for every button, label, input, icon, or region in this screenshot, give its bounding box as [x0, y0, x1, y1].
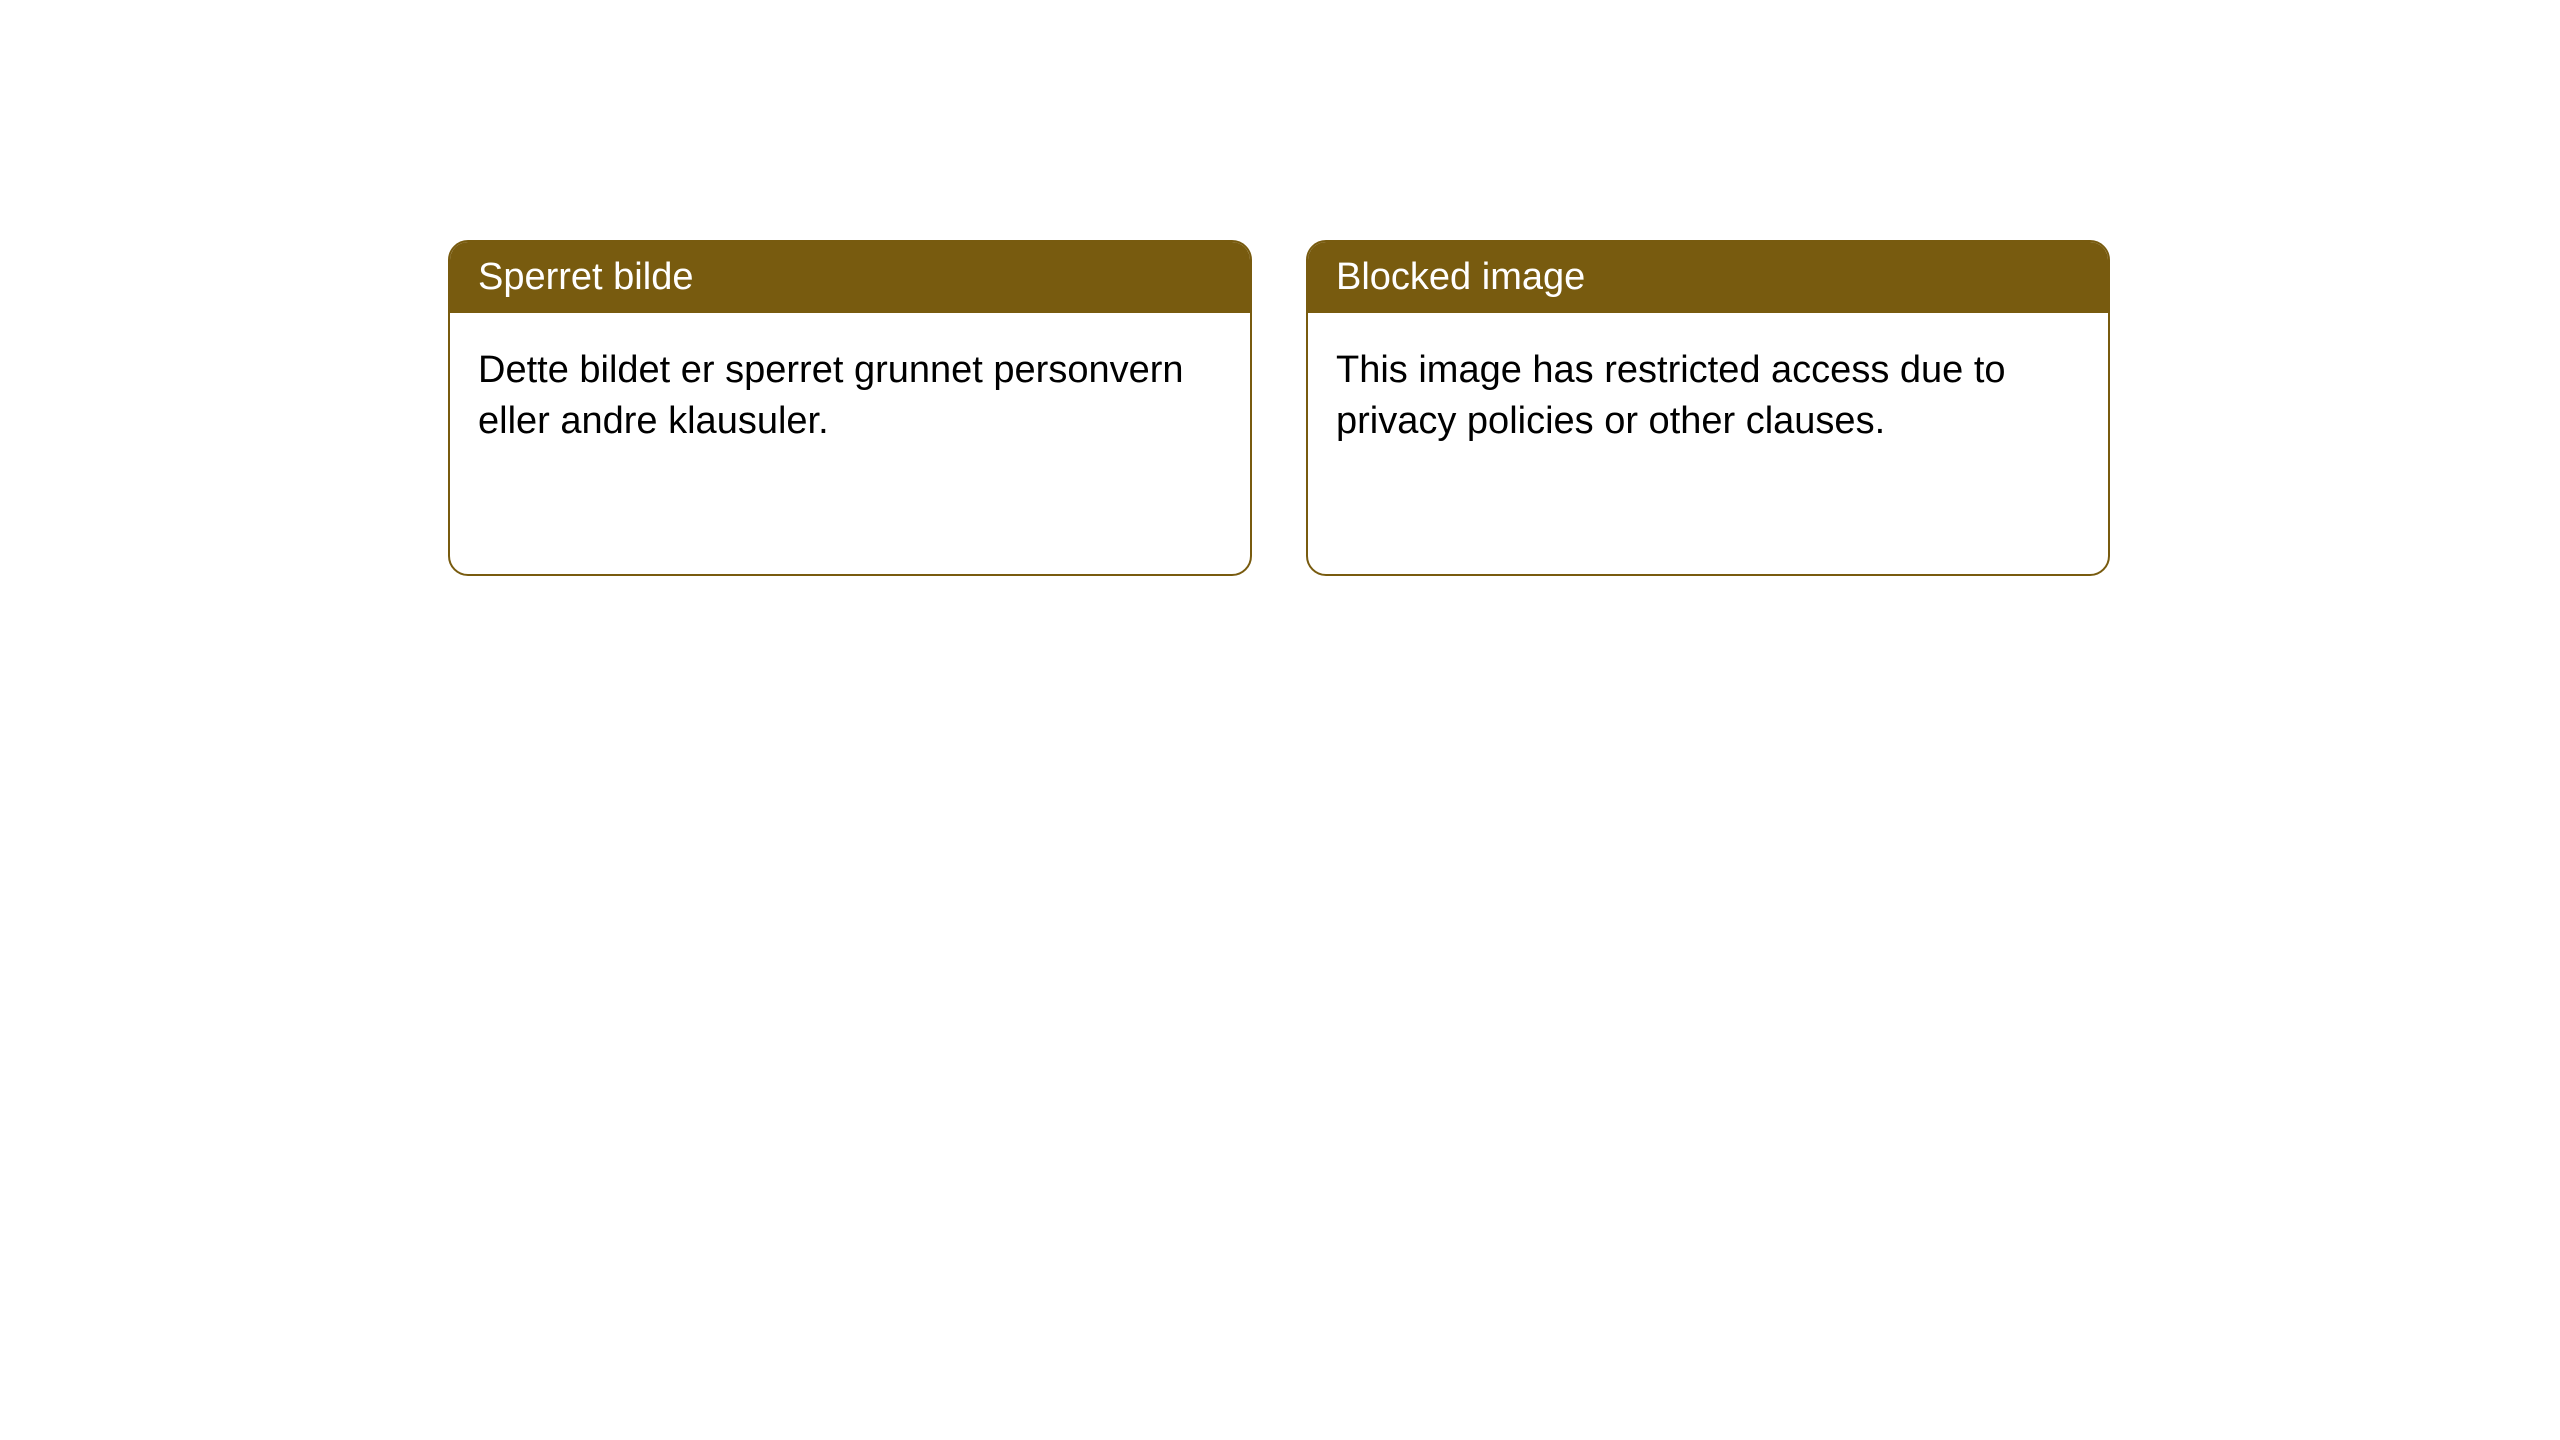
- notice-card-english: Blocked image This image has restricted …: [1306, 240, 2110, 576]
- notice-body: Dette bildet er sperret grunnet personve…: [450, 313, 1250, 480]
- notice-body-text: Dette bildet er sperret grunnet personve…: [478, 349, 1184, 442]
- notice-header: Blocked image: [1308, 242, 2108, 313]
- notice-title: Sperret bilde: [478, 256, 693, 298]
- notice-header: Sperret bilde: [450, 242, 1250, 313]
- notice-container: Sperret bilde Dette bildet er sperret gr…: [0, 0, 2560, 576]
- notice-body: This image has restricted access due to …: [1308, 313, 2108, 480]
- notice-card-norwegian: Sperret bilde Dette bildet er sperret gr…: [448, 240, 1252, 576]
- notice-title: Blocked image: [1336, 256, 1585, 298]
- notice-body-text: This image has restricted access due to …: [1336, 349, 2006, 442]
